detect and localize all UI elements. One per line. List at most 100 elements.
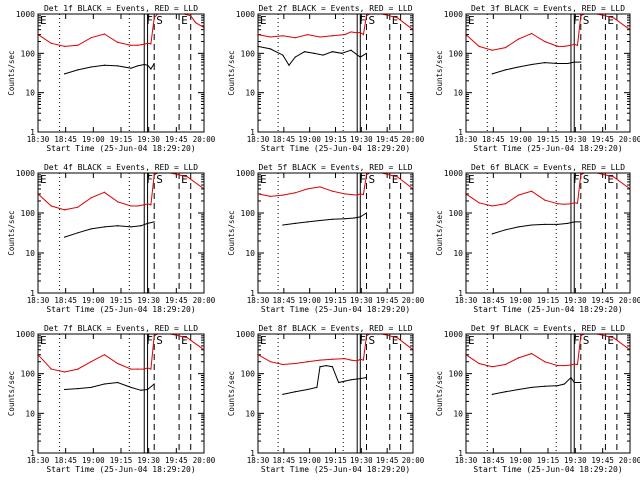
data-point [396,337,399,339]
data-point [531,386,533,389]
x-tick-label: 20:00 [402,456,425,465]
panel-title: Det 6f BLACK = Events, RED = LLD [471,163,625,172]
data-point [153,62,155,65]
panel-title: Det 7f BLACK = Events, RED = LLD [44,324,198,333]
data-point [50,42,52,44]
data-point [573,363,575,365]
x-tick-label: 18:30 [247,456,270,465]
y-tick-label: 1000 [236,169,255,178]
panel-det-9f: Det 9f BLACK = Events, RED = LLD 1 10 100 10… [435,324,640,474]
y-axis-label: Counts/sec [435,210,444,255]
data-point [146,64,149,66]
data-point [282,363,284,366]
data-point [570,44,572,46]
y-tick-label: 100 [21,49,36,58]
y-tick-label: 1 [250,449,255,458]
data-point [531,224,533,226]
y-axis-label: Counts/sec [435,50,444,95]
data-point [570,364,572,366]
marker-label: E [392,14,399,27]
marker-label: F [359,173,366,186]
x-tick-label: 19:15 [537,296,560,305]
data-point [491,393,493,396]
data-point [90,37,92,39]
plot-frame [37,13,205,133]
data-point [322,54,324,56]
x-tick-label: 18:45 [54,456,77,465]
x-tick-label: 20:00 [619,135,640,144]
data-point [580,61,582,63]
x-tick-label: 19:45 [376,296,399,305]
data-point [130,368,132,370]
x-tick-label: 19:15 [537,456,560,465]
data-point [331,218,333,220]
plot-frame [465,13,631,133]
data-point [190,15,192,17]
data-point [153,383,155,385]
data-point [517,357,520,359]
marker-label: F [146,173,153,186]
x-tick-label: 19:45 [165,135,188,144]
data-point [294,222,296,224]
y-tick-label: 100 [449,370,464,379]
data-point [478,202,480,204]
data-point [269,48,271,50]
x-tick-label: 19:30 [137,135,160,144]
plot-frame [37,172,205,294]
y-tick-label: 1000 [444,10,463,19]
y-tick-label: 100 [241,209,256,218]
data-point [90,386,92,389]
data-point [77,232,79,234]
x-tick-label: 19:45 [591,456,614,465]
panel-title: Det 8f BLACK = Events, RED = LLD [258,324,412,333]
data-point [396,176,399,178]
marker-label: E [40,14,47,27]
data-point [613,176,615,178]
x-tick-label: 19:30 [350,456,373,465]
marker-label: E [468,173,475,186]
data-point [269,361,271,363]
data-point [63,73,66,75]
data-point [307,33,309,36]
data-point [146,388,149,391]
x-tick-label: 19:00 [298,456,321,465]
x-tick-label: 20:00 [619,296,640,305]
data-point [580,221,582,223]
data-point [557,203,559,205]
y-tick-label: 10 [25,89,35,98]
marker-label: F [573,173,580,186]
data-point [319,186,321,188]
y-tick-label: 100 [241,370,256,379]
x-tick-label: 18:30 [455,296,478,305]
x-tick-label: 19:00 [298,135,321,144]
data-point [63,388,66,391]
x-tick-label: 19:15 [324,456,347,465]
data-point [563,383,566,385]
panel-title: Det 3f BLACK = Events, RED = LLD [471,4,625,13]
x-axis-label: Start Time (25-Jun-04 18:29:20) [473,465,622,474]
data-point [77,69,79,71]
series-line-events [492,376,581,395]
data-point [356,360,358,362]
x-axis-label: Start Time (25-Jun-04 18:29:20) [46,465,195,474]
data-point [90,66,92,68]
data-point [365,15,368,17]
x-tick-label: 19:30 [350,296,373,305]
marker-label: E [181,173,188,186]
marker-label: E [392,173,399,186]
data-point [576,44,579,46]
x-tick-label: 18:30 [247,135,270,144]
y-tick-label: 1000 [444,330,463,339]
marker-label: E [607,173,614,186]
data-point [153,174,155,176]
data-point [580,381,582,384]
marker-label: E [260,334,267,347]
data-point [517,38,520,40]
data-point [325,364,327,367]
marker-label: S [369,14,376,27]
y-tick-label: 10 [245,249,255,258]
data-point [563,203,566,205]
x-tick-label: 19:30 [564,296,587,305]
marker-label: F [573,334,580,347]
marker-label: S [156,14,163,27]
